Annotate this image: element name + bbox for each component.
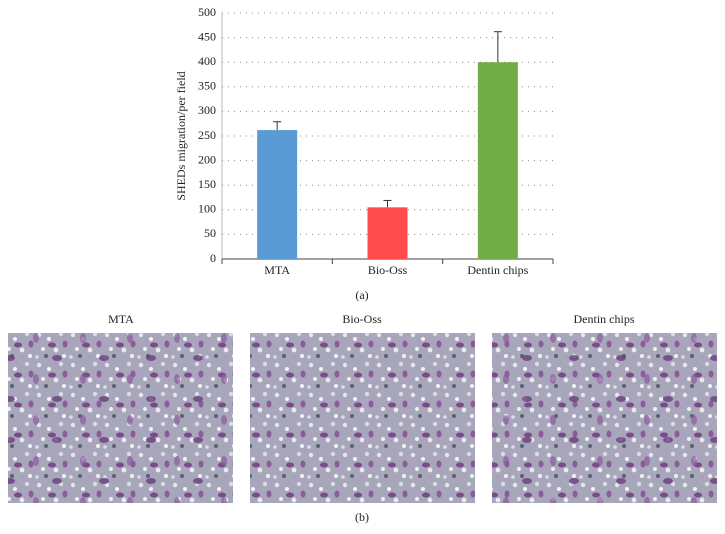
panel-label: (a) [355, 288, 368, 302]
image-title: MTA [108, 312, 134, 326]
x-tick-label: MTA [264, 263, 290, 277]
y-tick-label: 250 [198, 128, 216, 142]
bar [257, 130, 298, 259]
y-tick-label: 450 [198, 29, 216, 43]
y-tick-label: 0 [210, 251, 216, 265]
y-tick-label: 350 [198, 79, 216, 93]
bar [477, 62, 518, 260]
y-tick-label: 200 [198, 152, 216, 166]
y-tick-label: 400 [198, 54, 216, 68]
y-tick-label: 100 [198, 202, 216, 216]
bar [367, 207, 408, 259]
micrograph-images [8, 333, 717, 503]
y-tick-label: 50 [204, 226, 216, 240]
y-tick-label: 300 [198, 103, 216, 117]
y-tick-label: 150 [198, 177, 216, 191]
x-tick-label: Dentin chips [467, 263, 528, 277]
y-axis-label: SHEDs migration/per field [174, 71, 188, 200]
y-tick-label: 500 [198, 5, 216, 19]
panel-label: (b) [355, 510, 369, 524]
image-title: Dentin chips [574, 312, 635, 326]
x-tick-label: Bio-Oss [368, 263, 408, 277]
image-title: Bio-Oss [342, 312, 382, 326]
